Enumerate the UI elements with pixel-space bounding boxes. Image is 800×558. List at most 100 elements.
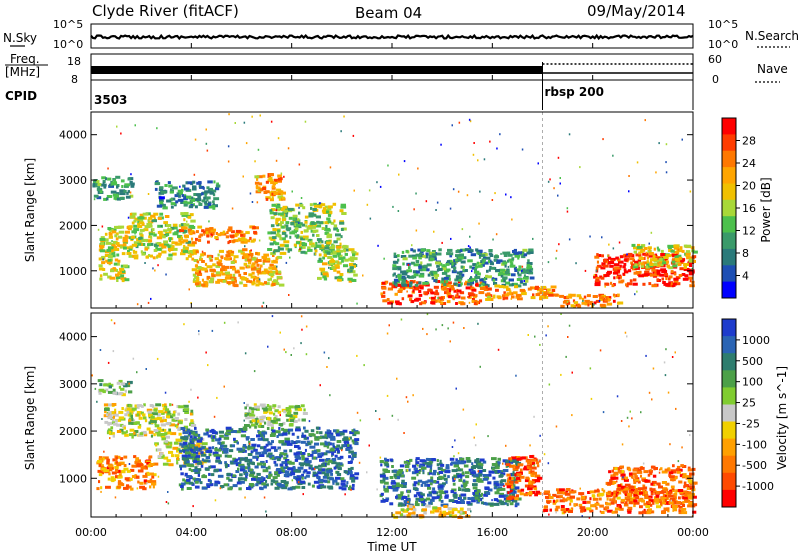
echo-cell — [285, 221, 289, 224]
echo-cell — [633, 283, 638, 286]
echo-scatter — [452, 124, 454, 126]
colorbar-swatch — [722, 167, 736, 184]
echo-cell — [255, 252, 257, 255]
echo-cell — [235, 260, 237, 263]
echo-cell — [104, 408, 110, 411]
echo-cell — [639, 505, 643, 508]
noise-panel: N.Sky 10^5 10^0 10^5 10^0 N.Search — [3, 18, 799, 51]
echo-cell — [380, 475, 386, 478]
echo-cell — [525, 280, 529, 283]
echo-cell — [532, 467, 537, 470]
echo-cell — [481, 254, 486, 257]
echo-cell — [304, 229, 309, 232]
echo-cell — [97, 460, 102, 463]
echo-cell — [143, 239, 148, 242]
echo-cell — [263, 256, 267, 259]
echo-cell — [189, 482, 194, 485]
echo-cell — [296, 241, 300, 244]
echo-cell — [124, 183, 130, 186]
echo-cell — [155, 444, 157, 447]
echo-cell — [340, 206, 346, 209]
echo-cell — [240, 466, 245, 469]
echo-cell — [340, 477, 344, 480]
colorbar-tick-label: 28 — [742, 135, 756, 148]
echo-cell — [259, 416, 264, 419]
echo-cell — [520, 289, 525, 292]
echo-scatter — [301, 197, 303, 199]
echo-cell — [284, 244, 289, 247]
echo-cell — [497, 259, 503, 262]
echo-cell — [205, 228, 210, 231]
echo-cell — [473, 486, 478, 489]
echo-scatter — [257, 201, 259, 203]
echo-cell — [617, 294, 620, 297]
velocity-echoes — [92, 313, 698, 519]
echo-cell — [384, 482, 389, 485]
echo-cell — [120, 246, 123, 249]
echo-cell — [314, 205, 320, 208]
echo-scatter — [387, 165, 389, 167]
echo-cell — [155, 409, 157, 412]
echo-cell — [463, 479, 465, 482]
echo-cell — [214, 236, 218, 239]
echo-cell — [569, 491, 575, 494]
echo-cell — [449, 499, 455, 502]
echo-cell — [460, 249, 462, 252]
echo-scatter — [569, 133, 571, 135]
echo-cell — [150, 255, 153, 258]
echo-cell — [201, 446, 204, 449]
echo-cell — [686, 250, 690, 253]
echo-cell — [120, 274, 124, 277]
echo-cell — [320, 485, 326, 488]
echo-cell — [643, 487, 647, 490]
echo-scatter — [599, 300, 601, 302]
echo-cell — [266, 181, 269, 184]
echo-cell — [285, 235, 288, 238]
echo-cell — [248, 445, 251, 448]
echo-cell — [505, 265, 507, 268]
echo-cell — [277, 229, 280, 232]
echo-cell — [328, 214, 331, 217]
echo-cell — [162, 235, 166, 238]
echo-cell — [223, 448, 229, 451]
echo-cell — [475, 266, 478, 269]
echo-cell — [123, 243, 127, 246]
echo-cell — [685, 245, 691, 248]
echo-cell — [292, 486, 296, 489]
echo-cell — [415, 501, 418, 504]
echo-scatter — [489, 141, 491, 143]
echo-cell — [427, 263, 432, 266]
echo-cell — [406, 508, 409, 511]
echo-cell — [628, 253, 633, 256]
echo-cell — [264, 190, 269, 193]
echo-cell — [509, 279, 514, 282]
echo-cell — [413, 508, 416, 511]
echo-cell — [395, 293, 398, 296]
echo-scatter — [168, 502, 170, 504]
echo-cell — [489, 474, 492, 477]
echo-cell — [383, 291, 385, 294]
echo-cell — [671, 270, 674, 273]
echo-cell — [311, 429, 315, 432]
echo-cell — [324, 452, 328, 455]
echo-cell — [207, 241, 210, 244]
echo-cell — [514, 285, 518, 288]
station-title: Clyde River (fitACF) — [92, 2, 239, 20]
echo-cell — [163, 221, 168, 224]
echo-cell — [611, 502, 614, 505]
echo-cell — [613, 474, 616, 477]
echo-cell — [301, 457, 305, 460]
echo-cell — [164, 184, 167, 187]
echo-cell — [240, 458, 245, 461]
echo-cell — [491, 457, 497, 460]
echo-cell — [665, 277, 667, 280]
echo-scatter — [330, 166, 332, 168]
echo-scatter — [429, 297, 431, 299]
echo-cell — [640, 475, 642, 478]
echo-cell — [316, 221, 320, 224]
echo-cell — [94, 195, 99, 198]
echo-scatter — [228, 145, 230, 147]
echo-cell — [420, 261, 422, 264]
echo-cell — [271, 440, 274, 443]
echo-cell — [183, 247, 185, 250]
